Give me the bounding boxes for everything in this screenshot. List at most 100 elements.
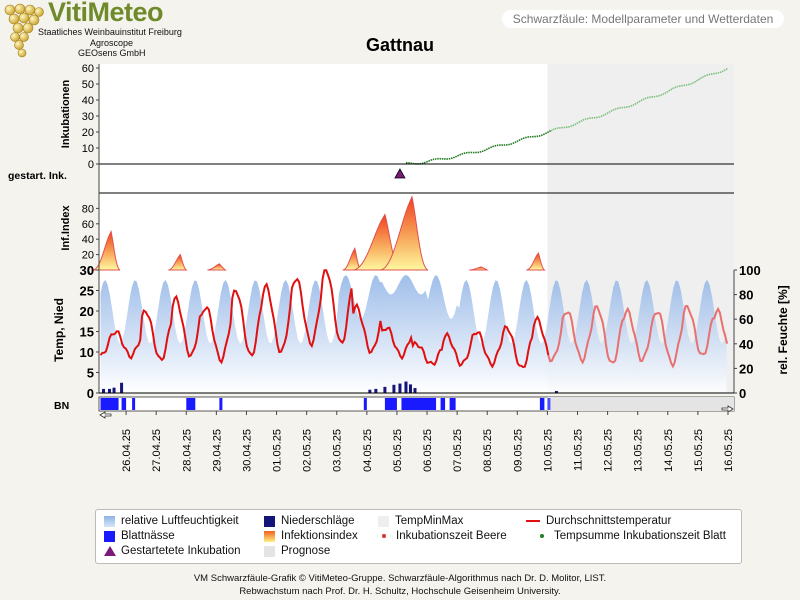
temp-tick-label: 25	[80, 284, 94, 299]
x-tick-label: 26.04.25	[121, 429, 133, 472]
leaf-wetness-bar	[539, 398, 545, 410]
humidity-area	[100, 274, 727, 393]
inf-tick-label: 80	[82, 203, 94, 215]
legend-label: Inkubationszeit Beere	[396, 530, 507, 542]
incubation-leaf-line-forecast	[550, 67, 728, 132]
legend-item-wet: Blattnässe	[104, 530, 175, 542]
x-tick-label: 14.05.25	[663, 429, 675, 472]
leaf-wetness-bar	[121, 398, 127, 410]
x-tick-label: 02.05.25	[302, 429, 314, 472]
rain-bar	[398, 383, 402, 393]
legend-label: Gestartetete Inkubation	[121, 545, 241, 557]
inf-tick-label: 40	[82, 234, 94, 246]
wet-swatch-icon	[104, 530, 115, 542]
infection-index-peak	[207, 263, 228, 271]
mean-temperature-line	[99, 269, 550, 369]
rain-bar	[392, 384, 396, 393]
infection-index-peak	[469, 266, 489, 271]
x-tick-label: 03.05.25	[332, 429, 344, 472]
footer-line-2: Rebwachstum nach Prof. Dr. H. Schultz, H…	[239, 586, 561, 597]
rain-bar	[404, 381, 408, 393]
legend-item-inf: Infektionsindex	[264, 530, 358, 542]
x-tick-label: 08.05.25	[482, 429, 494, 472]
rh-tick-label: 20	[739, 361, 753, 376]
leaf-wetness-bar	[219, 398, 223, 410]
x-tick-label: 30.04.25	[241, 429, 253, 472]
x-tick-label: 16.05.25	[723, 429, 735, 472]
footer-line-1: VM Schwarzfäule-Grafik © VitiMeteo-Grupp…	[193, 573, 607, 584]
tempminmax-swatch-icon	[378, 515, 389, 527]
scroll-left-icon	[99, 411, 112, 419]
x-tick-label: 07.05.25	[452, 429, 464, 472]
footer: VM Schwarzfäule-Grafik © VitiMeteo-Grupp…	[0, 572, 800, 598]
ink-ylabel: Inkubationen	[60, 80, 72, 149]
leaf-wetness-bar-forecast	[547, 398, 551, 410]
leaf-wetness-bar	[440, 398, 446, 410]
legend-item-rh: relative Luftfeuchtigkeit	[104, 515, 239, 527]
rain-bar	[413, 388, 417, 393]
legend-label: Prognose	[281, 545, 331, 557]
logo-line-1: Staatliches Weinbauinstitut Freiburg	[38, 27, 182, 37]
chart-title: Gattnau	[365, 35, 434, 55]
legend-item-rain: Niederschläge	[264, 515, 355, 527]
logo-line-2: Agroscope	[90, 38, 134, 48]
legend-label: Infektionsindex	[281, 530, 358, 542]
x-tick-label: 04.05.25	[362, 429, 374, 472]
rain-bar	[383, 386, 387, 393]
inf-tick-label: 60	[82, 219, 94, 231]
bn-label: BN	[54, 400, 69, 412]
rh-tick-label: 60	[739, 312, 753, 327]
rain-bar	[112, 387, 116, 393]
x-tick-label: 10.05.25	[542, 429, 554, 472]
dot-swatch-icon	[540, 534, 544, 538]
legend: relative Luftfeuchtigkeit Niederschläge …	[95, 509, 742, 564]
legend-label: Niederschläge	[281, 515, 355, 527]
forecast-swatch-icon	[264, 545, 275, 557]
rain-swatch-icon	[264, 515, 275, 527]
rain-bar	[108, 388, 112, 393]
legend-item-forecast: Prognose	[264, 545, 330, 557]
ink-tick-label: 40	[82, 95, 94, 107]
x-tick-label: 05.05.25	[392, 429, 404, 472]
legend-label: Durchschnittstemperatur	[546, 515, 672, 527]
x-tick-label: 06.05.25	[422, 429, 434, 472]
infection-index-peak	[168, 253, 188, 271]
x-tick-label: 29.04.25	[211, 429, 223, 472]
temp-tick-label: 10	[80, 345, 94, 360]
legend-item-tmean: Durchschnittstemperatur	[526, 515, 671, 527]
vitimeteo-logo: VitiMeteo Staatliches Weinbauinstitut Fr…	[2, 0, 192, 62]
line-swatch-icon	[526, 520, 540, 522]
logo-title: VitiMeteo	[48, 0, 164, 27]
header-title: Schwarzfäule: Modellparameter und Wetter…	[502, 10, 784, 28]
leaf-wetness-bar	[132, 398, 136, 410]
x-tick-label: 28.04.25	[181, 429, 193, 472]
leaf-wetness-bar	[384, 398, 397, 410]
started-incubation-marker	[394, 168, 406, 179]
legend-item-started: Gestartetete Inkubation	[104, 545, 241, 557]
grape-icon	[4, 3, 44, 58]
infection-index-peak	[526, 251, 547, 271]
ink-tick-label: 20	[82, 127, 94, 139]
temp-tick-label: 30	[80, 263, 94, 278]
rain-bar	[374, 388, 378, 393]
temp-tick-label: 5	[87, 366, 94, 381]
infection-index-peak	[379, 195, 429, 271]
ink-tick-label: 60	[82, 63, 94, 75]
inf-tick-label: 0	[88, 265, 94, 277]
logo-line-3: GEOsens GmbH	[78, 48, 146, 58]
x-tick-label: 11.05.25	[573, 429, 585, 471]
temp-tick-label: 20	[80, 304, 94, 319]
rain-bar	[408, 384, 412, 393]
rain-bar	[554, 390, 558, 393]
rain-bar	[102, 388, 106, 393]
legend-item-berry: Inkubationszeit Beere	[378, 530, 507, 542]
triangle-swatch-icon	[104, 546, 116, 556]
legend-label: Blattnässe	[121, 530, 175, 542]
rh-tick-label: 0	[739, 386, 746, 401]
dot-swatch-icon	[382, 534, 386, 538]
inf-swatch-icon	[264, 530, 275, 542]
x-tick-label: 15.05.25	[693, 429, 705, 472]
x-tick-label: 13.05.25	[633, 429, 645, 472]
ink-tick-label: 10	[82, 143, 94, 155]
